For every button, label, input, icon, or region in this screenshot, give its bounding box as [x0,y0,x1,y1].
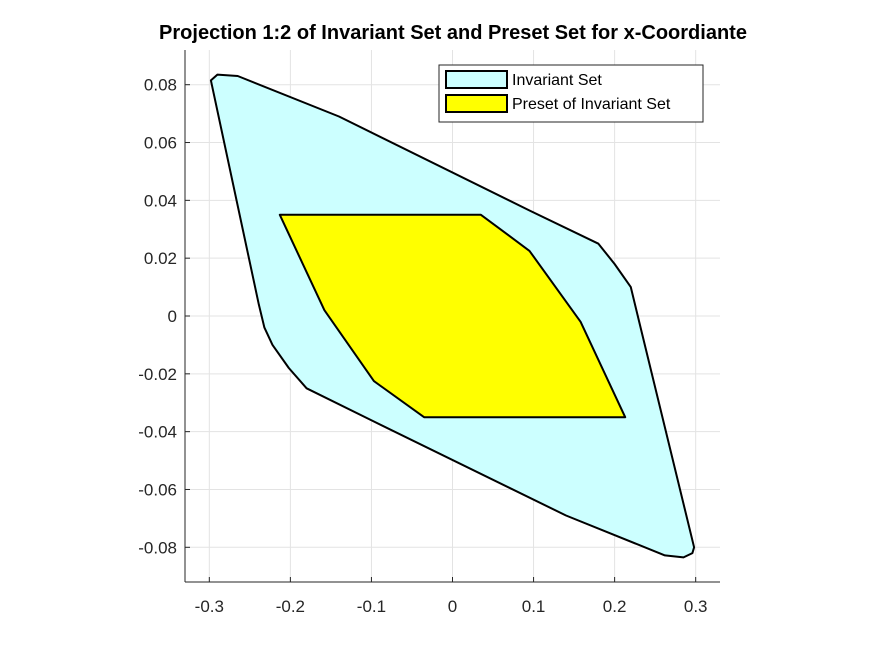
series-polygon-preset-set [278,213,627,419]
y-tick-label: 0.06 [144,134,177,153]
legend-swatch [445,70,508,89]
x-tick-label: -0.2 [276,597,305,616]
y-tick-label: -0.02 [138,365,177,384]
y-axis-ticks: 0.08 0.06 0.04 0.02 0 -0.02 -0.04 -0.06 -0.08 [138,76,190,557]
legend-swatch [445,94,508,113]
legend-label: Invariant Set [512,72,602,89]
y-tick-label: 0.02 [144,249,177,268]
y-tick-label: 0 [168,307,177,326]
x-tick-label: 0.2 [603,597,627,616]
legend-label: Preset of Invariant Set [512,96,671,113]
chart-title: Projection 1:2 of Invariant Set and Pres… [159,22,747,44]
x-axis-ticks: -0.3 -0.2 -0.1 0 0.1 0.2 0.3 [195,577,708,616]
y-tick-label: -0.08 [138,538,177,557]
x-tick-label: -0.3 [195,597,224,616]
y-tick-label: -0.06 [138,480,177,499]
series-polygons [209,73,696,559]
x-tick-label: -0.1 [357,597,386,616]
legend: Invariant Set Preset of Invariant Set [438,64,704,123]
x-tick-label: 0.3 [684,597,708,616]
x-tick-label: 0 [448,597,457,616]
x-tick-label: 0.1 [522,597,546,616]
y-tick-label: 0.04 [144,191,177,210]
y-tick-label: -0.04 [138,423,177,442]
y-tick-label: 0.08 [144,76,177,95]
